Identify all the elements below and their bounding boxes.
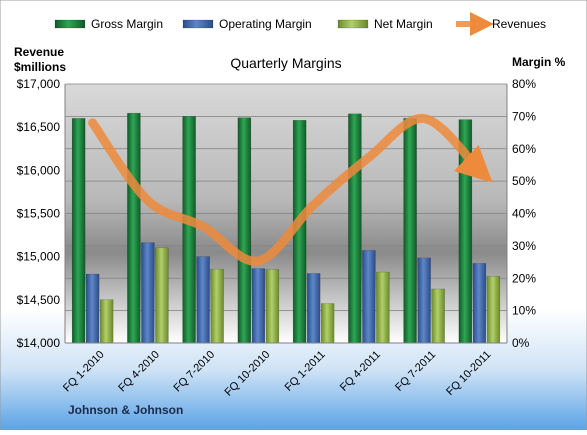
bar-operating-margin — [306, 273, 321, 344]
bar-operating-margin — [196, 256, 210, 344]
bar-net-margin — [99, 299, 114, 344]
legend-swatch — [337, 19, 369, 29]
revenue-line-path — [88, 114, 493, 266]
revenue-line — [88, 114, 493, 266]
bar-net-margin — [431, 288, 445, 344]
bars — [71, 112, 501, 344]
left-tick-label: $17,000 — [17, 77, 61, 91]
right-tick-label: 0% — [512, 336, 530, 350]
right-tick-label: 80% — [512, 77, 536, 91]
left-axis-label-line2: $millions — [14, 60, 66, 74]
bar-net-margin — [486, 276, 501, 344]
right-tick-label: 60% — [512, 142, 536, 156]
legend-label: Revenues — [492, 17, 546, 31]
bar-operating-margin — [141, 242, 155, 344]
left-tick-label: $16,500 — [17, 120, 61, 134]
legend-swatch — [182, 19, 214, 29]
bar-gross-margin — [348, 113, 362, 344]
bar-operating-margin — [362, 250, 376, 344]
bar-net-margin — [265, 269, 280, 344]
right-tick-label: 20% — [512, 271, 536, 285]
bar-gross-margin — [403, 118, 417, 344]
legend-label: Operating Margin — [219, 17, 312, 31]
bar-gross-margin — [71, 118, 86, 344]
bar-gross-margin — [182, 116, 196, 344]
bar-operating-margin — [417, 257, 431, 344]
bar-operating-margin — [251, 268, 266, 344]
bar-net-margin — [210, 268, 224, 344]
legend-swatch — [54, 19, 86, 29]
left-tick-label: $15,500 — [17, 207, 61, 221]
company-label: Johnson & Johnson — [68, 403, 183, 417]
bar-operating-margin — [85, 273, 100, 344]
legend-label: Net Margin — [374, 17, 433, 31]
right-tick-label: 70% — [512, 109, 536, 123]
legend-label: Gross Margin — [91, 17, 163, 31]
left-axis-label-line1: Revenue — [14, 45, 64, 59]
bar-operating-margin — [472, 263, 487, 344]
left-tick-label: $14,000 — [17, 336, 61, 350]
legend: Gross Margin Operating Margin Net Margin Re… — [54, 12, 546, 36]
bar-gross-margin — [237, 117, 252, 344]
bar-net-margin — [320, 303, 335, 344]
left-tick-label: $16,000 — [17, 163, 61, 177]
right-tick-label: 50% — [512, 174, 536, 188]
bar-net-margin — [376, 271, 390, 344]
bar-gross-margin — [127, 112, 141, 344]
chart-title: Quarterly Margins — [230, 55, 341, 71]
bar-net-margin — [155, 247, 169, 344]
left-tick-label: $14,500 — [17, 293, 61, 307]
left-tick-label: $15,000 — [17, 250, 61, 264]
right-tick-label: 40% — [512, 207, 536, 221]
right-axis-label: Margin % — [512, 55, 566, 69]
right-tick-label: 10% — [512, 304, 536, 318]
right-tick-label: 30% — [512, 239, 536, 253]
